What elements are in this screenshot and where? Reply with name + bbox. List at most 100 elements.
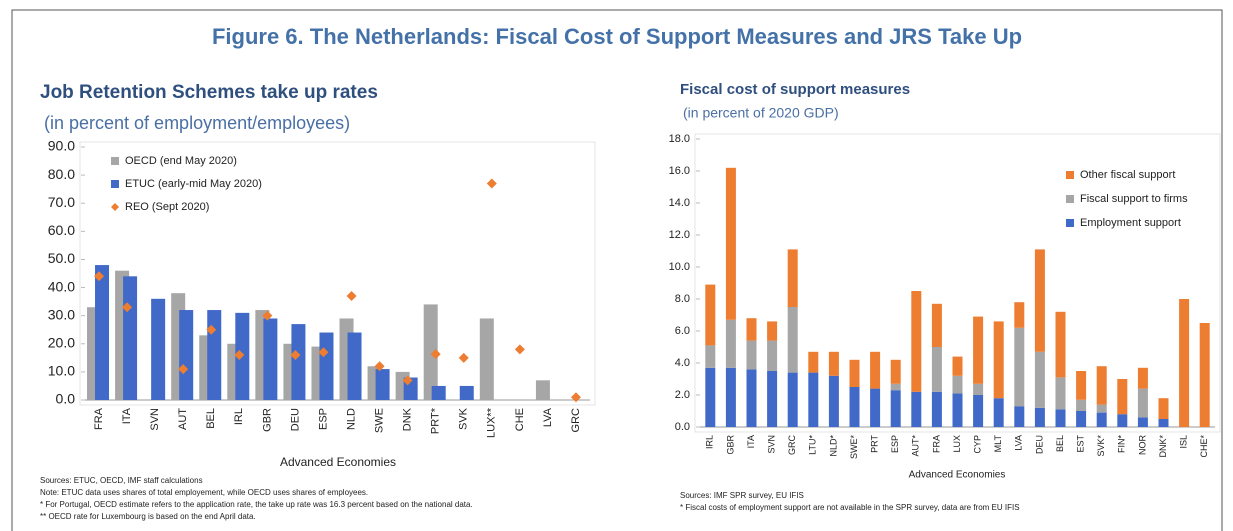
bar-segment	[849, 387, 860, 427]
x-tick-label: GBR	[261, 408, 273, 432]
y-tick-label: 14.0	[669, 197, 690, 209]
legend-marker	[1066, 171, 1074, 179]
bar-segment	[849, 359, 860, 387]
x-tick-label: LUX	[952, 435, 962, 453]
bar	[535, 380, 550, 400]
y-tick-label: 0.0	[675, 421, 690, 433]
y-tick-label: 50.0	[48, 250, 75, 266]
bar-segment	[1096, 366, 1107, 405]
x-tick-label: DEU	[1034, 435, 1044, 454]
x-tick-label: CHE	[514, 408, 526, 431]
bar-segment	[767, 371, 778, 427]
y-tick-label: 30.0	[48, 306, 75, 322]
legend-label: OECD (end May 2020)	[125, 155, 237, 167]
bar-segment	[767, 340, 778, 371]
bar-segment	[911, 291, 922, 392]
bar-segment	[725, 167, 736, 320]
marker	[430, 349, 441, 360]
bar-segment	[973, 395, 984, 427]
x-tick-label: AUT*	[911, 435, 921, 457]
bar-segment	[1096, 404, 1107, 413]
bar-segment	[1096, 412, 1107, 427]
bar-segment	[1034, 351, 1045, 408]
bar	[291, 324, 306, 400]
bar-segment	[911, 391, 922, 427]
bar-segment	[1179, 299, 1190, 427]
y-tick-label: 10.0	[669, 261, 690, 273]
bar-segment	[1158, 419, 1169, 427]
x-tick-label: LVA	[1014, 435, 1024, 451]
bar-segment	[890, 390, 901, 427]
bar-segment	[828, 375, 839, 427]
bar-segment	[1055, 311, 1066, 378]
x-tick-label: AUT	[177, 408, 189, 430]
bar	[151, 298, 166, 400]
y-tick-label: 12.0	[669, 229, 690, 241]
marker	[514, 344, 525, 355]
bar-segment	[952, 356, 963, 376]
marker	[374, 361, 385, 372]
bar-segment	[1014, 302, 1025, 328]
x-tick-label: NLD	[345, 408, 357, 430]
bar	[479, 318, 494, 400]
figure-title: Figure 6. The Netherlands: Fiscal Cost o…	[212, 24, 1022, 49]
bar-segment	[1199, 323, 1210, 427]
x-tick-label: FRA	[93, 407, 105, 430]
y-tick-label: 70.0	[48, 194, 75, 210]
note: * For Portugal, OECD estimate refers to …	[40, 500, 473, 509]
bar-segment	[746, 340, 757, 370]
bar-segment	[890, 383, 901, 391]
y-tick-label: 10.0	[48, 363, 75, 379]
bar-segment	[787, 249, 798, 307]
bar-segment	[1014, 406, 1025, 427]
y-tick-label: 60.0	[48, 222, 75, 238]
bar-segment	[1117, 379, 1128, 415]
bar-segment	[1137, 388, 1148, 418]
x-tick-label: SWE*	[849, 435, 859, 460]
bar-segment	[931, 391, 942, 427]
bar-segment	[952, 393, 963, 427]
x-tick-label: GRC	[570, 408, 582, 433]
chart-title: Job Retention Schemes take up rates	[40, 82, 378, 103]
bar-segment	[993, 321, 1004, 399]
bar	[459, 385, 474, 400]
bar-segment	[1117, 414, 1128, 427]
y-tick-label: 20.0	[48, 334, 75, 350]
x-axis-label: Advanced Economies	[909, 470, 1006, 481]
x-tick-label: NLD*	[828, 435, 838, 457]
bar-segment	[1137, 367, 1148, 389]
legend-label: REO (Sept 2020)	[125, 201, 209, 213]
x-tick-label: SVN	[766, 435, 776, 454]
chart-subtitle: (in percent of employment/employees)	[44, 113, 350, 133]
bar-segment	[890, 359, 901, 384]
y-tick-label: 2.0	[675, 389, 690, 401]
x-tick-label: LUX**	[486, 407, 498, 438]
x-tick-label: CHE*	[1199, 435, 1209, 458]
x-tick-label: ITA	[121, 407, 133, 424]
x-tick-label: LVA	[542, 407, 554, 427]
x-tick-label: CYP	[972, 435, 982, 454]
bar	[319, 332, 334, 400]
bar-segment	[973, 383, 984, 395]
marker	[290, 350, 301, 361]
x-tick-label: MLT	[993, 435, 1003, 453]
marker	[458, 352, 469, 363]
bar-segment	[870, 351, 881, 389]
legend-marker	[111, 180, 119, 188]
y-tick-label: 90.0	[48, 138, 75, 154]
x-tick-label: BEL	[205, 408, 217, 429]
x-tick-label: PRT*	[430, 407, 442, 434]
marker	[570, 392, 581, 403]
bar-segment	[767, 321, 778, 341]
marker	[206, 324, 217, 335]
bar	[179, 310, 194, 400]
legend-label: Other fiscal support	[1080, 169, 1175, 181]
x-axis-label: Advanced Economies	[280, 455, 396, 469]
y-tick-label: 40.0	[48, 278, 75, 294]
legend-label: Employment support	[1080, 217, 1181, 229]
bar-segment	[746, 318, 757, 341]
bar-segment	[705, 284, 716, 346]
note: ** OECD rate for Luxembourg is based on …	[40, 512, 256, 521]
x-tick-label: DNK	[402, 407, 414, 431]
